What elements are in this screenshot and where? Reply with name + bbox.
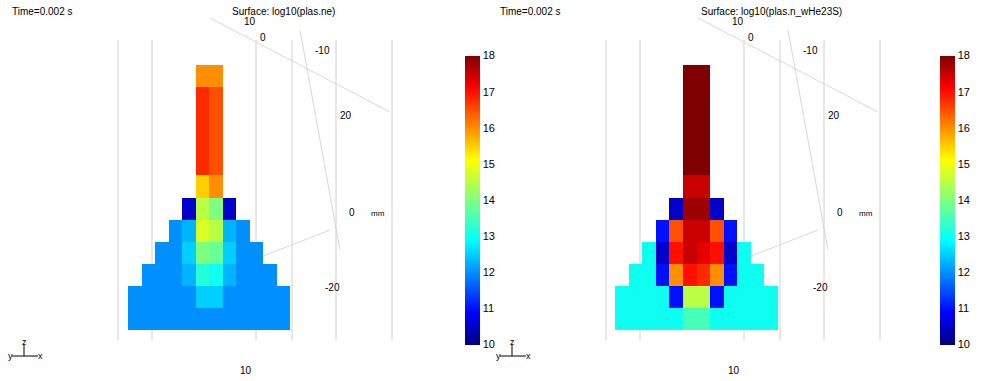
- svg-text:12: 12: [958, 266, 970, 278]
- svg-text:z: z: [510, 337, 515, 347]
- svg-text:0: 0: [748, 32, 754, 43]
- svg-text:18: 18: [483, 49, 495, 61]
- svg-text:14: 14: [483, 194, 495, 206]
- svg-text:13: 13: [483, 230, 495, 242]
- svg-text:Surface: log10(plas.ne): Surface: log10(plas.ne): [232, 6, 335, 17]
- svg-text:15: 15: [958, 158, 970, 170]
- svg-text:z: z: [22, 337, 27, 347]
- svg-text:x: x: [38, 351, 43, 361]
- svg-text:0: 0: [837, 207, 843, 218]
- svg-text:-20: -20: [325, 282, 340, 293]
- svg-text:0: 0: [260, 32, 266, 43]
- svg-text:mm: mm: [859, 209, 873, 218]
- svg-text:-10: -10: [803, 45, 818, 56]
- svg-text:10: 10: [958, 338, 970, 350]
- svg-text:0: 0: [349, 207, 355, 218]
- svg-text:10: 10: [244, 16, 256, 27]
- svg-text:mm: mm: [371, 209, 385, 218]
- svg-text:-10: -10: [315, 45, 330, 56]
- svg-text:-20: -20: [813, 282, 828, 293]
- svg-text:16: 16: [483, 122, 495, 134]
- svg-text:Time=0.002 s: Time=0.002 s: [500, 6, 561, 17]
- svg-text:15: 15: [483, 158, 495, 170]
- svg-text:y: y: [496, 351, 501, 361]
- svg-text:14: 14: [958, 194, 970, 206]
- svg-text:10: 10: [483, 338, 495, 350]
- svg-text:Surface: log10(plas.n_wHe23S): Surface: log10(plas.n_wHe23S): [701, 6, 842, 17]
- svg-text:y: y: [8, 351, 13, 361]
- svg-text:16: 16: [958, 122, 970, 134]
- svg-text:13: 13: [958, 230, 970, 242]
- svg-text:17: 17: [958, 86, 970, 98]
- svg-text:x: x: [526, 351, 531, 361]
- svg-text:12: 12: [483, 266, 495, 278]
- svg-text:20: 20: [828, 110, 840, 121]
- svg-text:18: 18: [958, 49, 970, 61]
- svg-text:10: 10: [732, 16, 744, 27]
- svg-text:11: 11: [958, 302, 969, 314]
- svg-text:17: 17: [483, 86, 495, 98]
- svg-text:11: 11: [483, 302, 494, 314]
- svg-text:10: 10: [240, 365, 252, 376]
- svg-text:Time=0.002 s: Time=0.002 s: [12, 6, 73, 17]
- svg-text:20: 20: [340, 110, 352, 121]
- svg-text:10: 10: [728, 365, 740, 376]
